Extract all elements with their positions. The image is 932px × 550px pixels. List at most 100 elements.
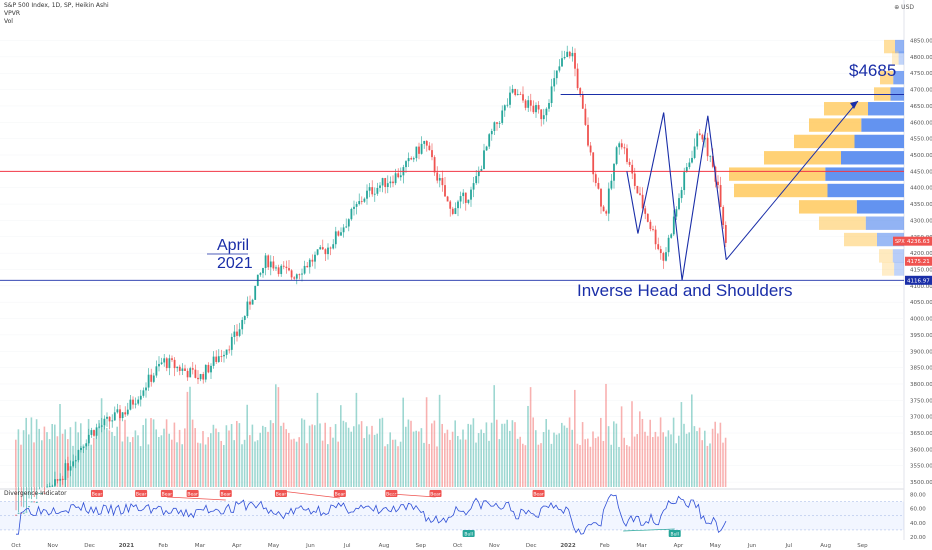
volume-bar xyxy=(636,434,638,487)
volume-bar xyxy=(129,442,131,487)
candle-body xyxy=(540,109,543,120)
volume-bar xyxy=(220,440,222,487)
volume-bar xyxy=(108,430,111,487)
candle-body xyxy=(145,387,147,391)
volume-bar xyxy=(116,426,118,487)
vp-row-up xyxy=(880,70,894,85)
volume-bar xyxy=(249,435,251,487)
volume-bar xyxy=(282,422,285,487)
volume-bar xyxy=(420,428,423,487)
volume-bar xyxy=(90,444,92,487)
candle-body xyxy=(399,175,402,178)
volume-bar xyxy=(626,445,628,487)
spx-symbol-label: SPX xyxy=(895,239,905,245)
candle-body xyxy=(51,485,54,487)
candle-body xyxy=(103,418,106,426)
candle-body xyxy=(93,430,95,436)
volume-bar xyxy=(259,432,261,487)
candle-body xyxy=(522,94,524,101)
candle-body xyxy=(581,94,584,109)
vp-row-down xyxy=(865,216,904,230)
volume-bar xyxy=(402,397,404,487)
volume-bar xyxy=(407,419,410,487)
candle-body xyxy=(628,161,631,165)
volume-bar xyxy=(176,442,178,487)
volume-bar xyxy=(85,446,87,487)
candle-body xyxy=(314,254,316,262)
y-tick-label: 3550.00 xyxy=(910,464,932,470)
volume-bar xyxy=(347,427,350,487)
level2-price-tag-bg xyxy=(905,275,932,285)
volume-bar xyxy=(441,423,443,487)
candle-body xyxy=(74,460,77,462)
volume-bar xyxy=(558,433,560,487)
volume-bar xyxy=(698,427,701,487)
target-label: $4685 xyxy=(849,61,896,80)
bear-label-bg xyxy=(385,490,398,497)
volume-bar xyxy=(459,439,462,487)
volume-bar xyxy=(306,443,308,487)
y-tick-label: 3500.00 xyxy=(910,480,932,486)
candle-body xyxy=(238,329,241,336)
vp-row-up xyxy=(809,118,862,132)
volume-bar xyxy=(285,429,287,487)
y-tick-label: 4700.00 xyxy=(910,88,932,94)
candle-body xyxy=(202,374,205,380)
x-tick-label: Oct xyxy=(453,543,463,549)
candle-body xyxy=(587,124,589,146)
volume-bar xyxy=(267,431,269,487)
indicator-vpvr: VPVR xyxy=(4,10,20,17)
y-tick-label: 4000.00 xyxy=(910,317,932,323)
candle-body xyxy=(254,285,257,300)
candle-body xyxy=(295,274,298,279)
candle-body xyxy=(688,162,691,168)
volume-bar xyxy=(17,429,20,487)
volume-bar xyxy=(568,417,571,487)
x-tick-label: Nov xyxy=(489,543,500,549)
april-label-line2: 2021 xyxy=(217,255,253,272)
x-tick-label: Dec xyxy=(84,543,95,549)
indicator-vol: Vol xyxy=(4,18,13,25)
volume-bar xyxy=(30,417,33,487)
candle-body xyxy=(389,181,392,184)
volume-bar xyxy=(646,435,649,487)
volume-bar xyxy=(472,418,475,487)
vp-row-down xyxy=(841,151,904,165)
vp-row-down xyxy=(856,200,904,214)
candle-body xyxy=(236,331,238,336)
volume-bar xyxy=(423,442,425,487)
candle-body xyxy=(410,158,413,160)
volume-bar xyxy=(418,431,420,487)
candle-body xyxy=(61,478,64,480)
volume-bar xyxy=(680,402,683,487)
volume-bar xyxy=(217,432,220,487)
volume-bar xyxy=(644,431,646,487)
volume-bar xyxy=(264,427,267,487)
candle-body xyxy=(360,201,363,202)
candle-body xyxy=(696,133,699,147)
volume-bar xyxy=(87,419,90,487)
candle-body xyxy=(150,374,153,382)
volume-bar xyxy=(298,437,300,487)
candle-body xyxy=(558,66,561,71)
volume-bar xyxy=(581,422,584,487)
volume-bar xyxy=(236,420,238,487)
candle-body xyxy=(381,178,384,186)
volume-bar xyxy=(238,423,241,487)
volume-bar xyxy=(342,420,345,487)
candle-body xyxy=(220,356,223,358)
volume-bar xyxy=(363,438,365,487)
volume-bar xyxy=(340,405,342,487)
candle-body xyxy=(441,178,444,186)
vp-row-down xyxy=(898,51,904,65)
candle-body xyxy=(233,331,236,337)
volume-bar xyxy=(303,419,306,487)
y-tick-label: 4750.00 xyxy=(910,71,932,77)
x-tick-label: Mar xyxy=(636,543,647,549)
april-label-line1: April xyxy=(217,237,249,254)
vp-row-up xyxy=(844,232,877,247)
volume-bar xyxy=(496,419,498,487)
candle-body xyxy=(332,244,335,249)
volume-bar xyxy=(173,422,176,487)
candle-body xyxy=(701,134,704,140)
